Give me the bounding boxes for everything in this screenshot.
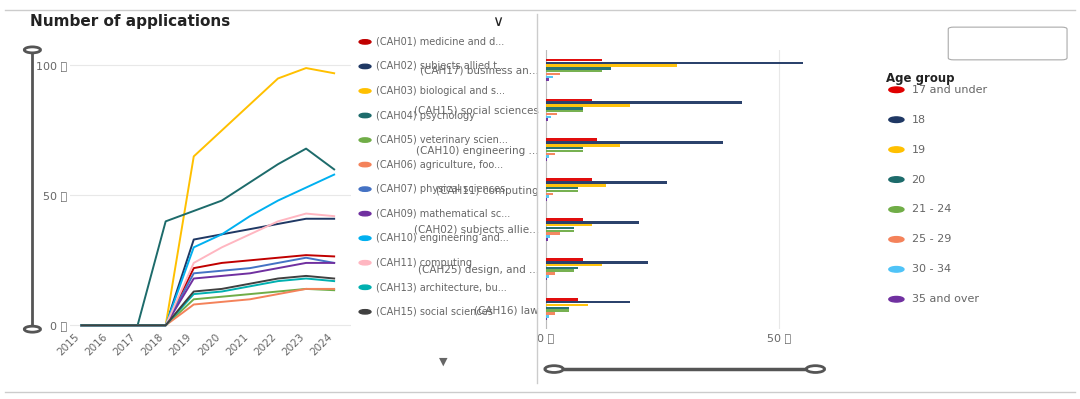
Bar (545, 184, 606, 186)
Bar (545, 116, 551, 118)
Bar (545, 119, 549, 121)
Text: (CAH05) veterinary scien...: (CAH05) veterinary scien... (376, 135, 508, 145)
Text: Number of applications: Number of applications (30, 14, 230, 29)
Bar (545, 235, 550, 238)
Bar (545, 229, 573, 232)
Text: (CAH07) physical sciences: (CAH07) physical sciences (376, 184, 505, 194)
Bar (545, 113, 557, 115)
Text: (CAH03) biological and s...: (CAH03) biological and s... (376, 86, 504, 96)
Bar (545, 306, 569, 309)
Text: (CAH09) mathematical sc...: (CAH09) mathematical sc... (376, 209, 510, 219)
Text: (CAH15) social sciences: (CAH15) social sciences (376, 307, 492, 317)
Bar (545, 187, 578, 190)
Bar (545, 309, 569, 312)
Bar (545, 278, 546, 280)
Bar (545, 144, 620, 146)
Bar (545, 59, 602, 61)
Bar (545, 64, 676, 67)
Bar (545, 158, 548, 161)
Bar (545, 153, 555, 155)
Text: 17 and under: 17 and under (912, 85, 987, 95)
Text: (CAH13) architecture, bu...: (CAH13) architecture, bu... (376, 282, 507, 292)
Bar (545, 196, 549, 198)
Text: (CAH04) psychology: (CAH04) psychology (376, 111, 475, 120)
Bar (545, 269, 573, 272)
Text: 35 and over: 35 and over (912, 294, 978, 304)
Text: (CAH11) computing: (CAH11) computing (376, 258, 472, 268)
Bar (545, 233, 559, 235)
Bar (545, 190, 578, 192)
Text: ∨: ∨ (492, 14, 503, 29)
Text: 30 - 34: 30 - 34 (912, 264, 950, 275)
Text: (CAH02) subjects allied t...: (CAH02) subjects allied t... (376, 61, 505, 71)
Bar (545, 138, 597, 141)
Text: 21 - 24: 21 - 24 (912, 204, 950, 215)
Bar (545, 267, 578, 269)
Bar (545, 304, 588, 306)
Bar (545, 178, 592, 181)
Text: Age group: Age group (886, 72, 954, 85)
Bar (545, 79, 550, 81)
Bar (545, 67, 611, 70)
Text: (CAH10) engineering and...: (CAH10) engineering and... (376, 233, 509, 243)
Bar (545, 181, 667, 184)
Bar (545, 101, 742, 104)
Bar (545, 110, 583, 113)
Bar (545, 107, 583, 110)
Bar (545, 298, 578, 300)
Bar (545, 156, 550, 158)
Text: 2024: 2024 (967, 37, 998, 50)
Bar (545, 312, 555, 315)
Bar (545, 221, 639, 223)
Bar (545, 218, 583, 221)
Bar (545, 275, 550, 278)
Text: ∨: ∨ (1042, 37, 1051, 50)
Bar (545, 193, 553, 195)
Bar (545, 99, 592, 101)
Text: 20: 20 (912, 174, 926, 185)
Text: (CAH01) medicine and d...: (CAH01) medicine and d... (376, 37, 504, 47)
Bar (545, 238, 548, 241)
Bar (545, 150, 583, 152)
Bar (545, 315, 549, 318)
Bar (545, 261, 648, 263)
Bar (545, 224, 592, 226)
Text: 25 - 29: 25 - 29 (912, 234, 950, 245)
Bar (545, 73, 559, 75)
Bar (545, 258, 583, 261)
Bar (545, 141, 724, 144)
Bar (545, 273, 555, 275)
Bar (545, 264, 602, 266)
Text: 19: 19 (912, 144, 926, 155)
Text: ▼: ▼ (438, 357, 447, 367)
Bar (545, 198, 546, 201)
Bar (545, 301, 630, 303)
Bar (545, 318, 546, 320)
Bar (545, 76, 553, 78)
Bar (545, 104, 630, 107)
Bar (545, 70, 602, 73)
Bar (545, 61, 802, 64)
Bar (545, 227, 573, 229)
Bar (545, 147, 583, 150)
Text: 18: 18 (912, 115, 926, 125)
Text: (CAH06) agriculture, foo...: (CAH06) agriculture, foo... (376, 160, 503, 170)
